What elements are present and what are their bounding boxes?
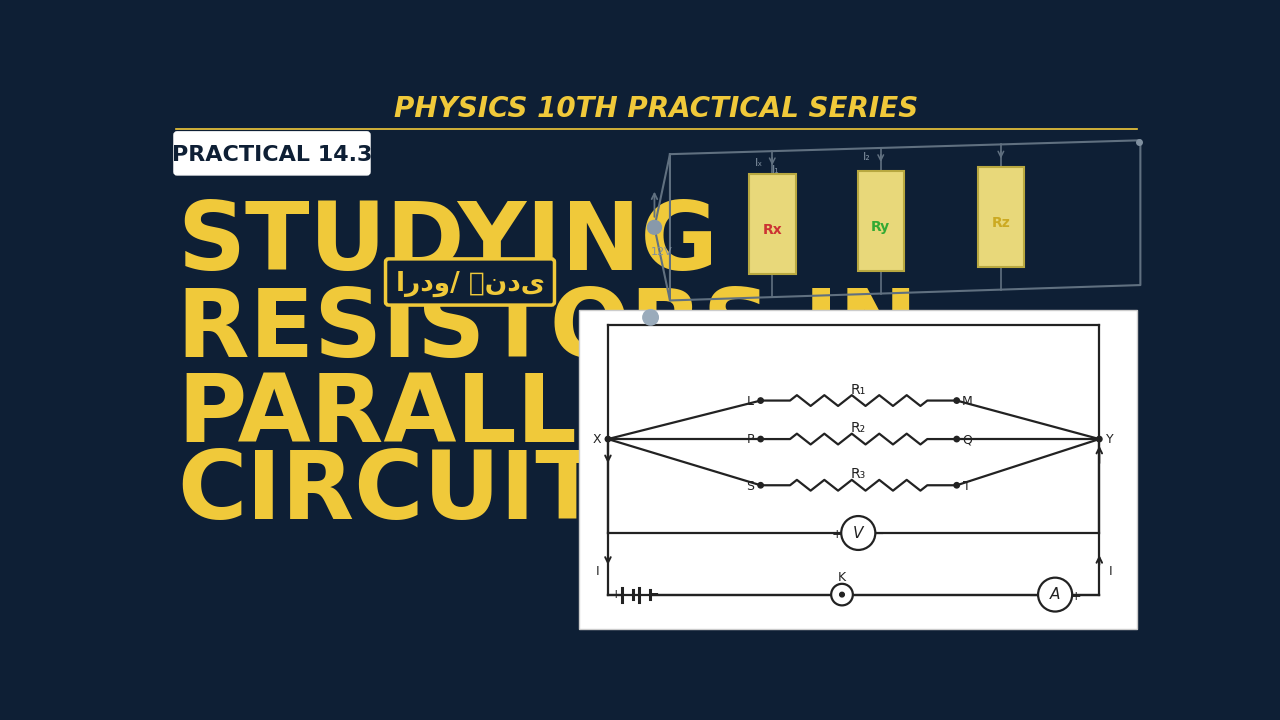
Text: Rx: Rx xyxy=(763,223,782,238)
Text: M: M xyxy=(961,395,972,408)
Text: −: − xyxy=(1029,590,1039,603)
FancyBboxPatch shape xyxy=(385,259,554,305)
Text: CIRCUIT: CIRCUIT xyxy=(177,446,600,539)
Text: P: P xyxy=(746,433,754,446)
Text: +: + xyxy=(611,588,621,601)
Text: T: T xyxy=(963,480,970,492)
Text: −: − xyxy=(874,528,884,541)
Text: Q: Q xyxy=(961,433,972,446)
Text: PHYSICS 10TH PRACTICAL SERIES: PHYSICS 10TH PRACTICAL SERIES xyxy=(394,96,918,124)
Text: I: I xyxy=(595,565,599,578)
Circle shape xyxy=(1038,577,1073,611)
Text: R₁: R₁ xyxy=(851,383,865,397)
Text: +: + xyxy=(832,528,842,541)
Bar xyxy=(749,174,795,274)
Text: 12V: 12V xyxy=(652,247,673,257)
Text: R₂: R₂ xyxy=(851,421,865,436)
Text: PRACTICAL 14.3: PRACTICAL 14.3 xyxy=(173,145,372,165)
Bar xyxy=(579,310,1137,629)
Text: Iₓ: Iₓ xyxy=(755,158,763,168)
Circle shape xyxy=(758,482,763,488)
Circle shape xyxy=(605,436,611,442)
Text: X: X xyxy=(593,433,602,446)
Circle shape xyxy=(1097,436,1102,442)
Circle shape xyxy=(841,516,876,550)
Circle shape xyxy=(758,398,763,403)
Circle shape xyxy=(831,584,852,606)
FancyBboxPatch shape xyxy=(174,132,370,175)
Circle shape xyxy=(643,310,658,325)
Circle shape xyxy=(954,436,960,442)
Text: V: V xyxy=(852,526,864,541)
Text: RESISTORS IN: RESISTORS IN xyxy=(177,285,918,377)
Circle shape xyxy=(954,398,960,403)
Circle shape xyxy=(840,593,845,597)
Circle shape xyxy=(954,482,960,488)
Text: Ry: Ry xyxy=(872,220,891,234)
Circle shape xyxy=(648,220,662,234)
Text: PARALLEL: PARALLEL xyxy=(177,370,701,462)
Text: A: A xyxy=(1050,587,1060,602)
Text: I₂: I₂ xyxy=(863,153,870,162)
Text: R₃: R₃ xyxy=(851,467,865,482)
Text: L: L xyxy=(748,395,754,408)
Text: K: K xyxy=(838,571,846,584)
Bar xyxy=(978,167,1024,267)
Text: +: + xyxy=(1071,590,1082,603)
Text: I₁: I₁ xyxy=(772,166,780,176)
Circle shape xyxy=(758,436,763,442)
Text: Y: Y xyxy=(1106,433,1114,446)
Bar xyxy=(858,171,904,271)
Text: اردو/ ہندی: اردو/ ہندی xyxy=(396,271,544,297)
Text: S: S xyxy=(746,480,754,492)
Text: Rz: Rz xyxy=(992,216,1010,230)
Text: −: − xyxy=(649,588,659,601)
Text: I: I xyxy=(1108,565,1112,578)
Text: STUDYING: STUDYING xyxy=(177,198,718,290)
